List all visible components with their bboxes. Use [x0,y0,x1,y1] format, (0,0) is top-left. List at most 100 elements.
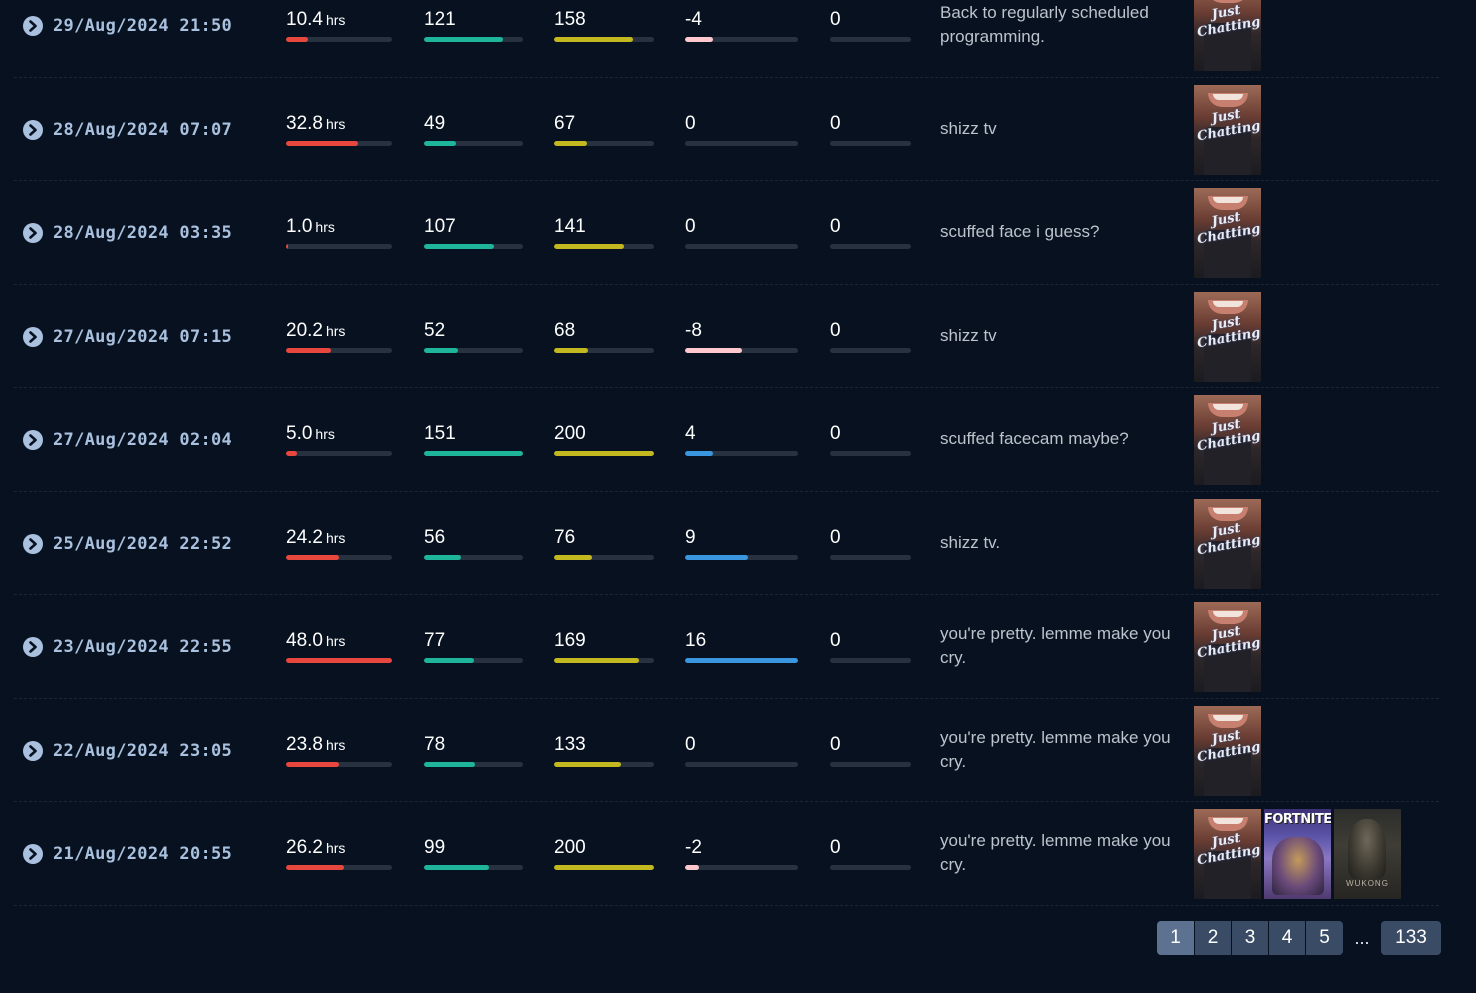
stream-row: 27/Aug/2024 07:15 20.2 hrs 52 68 -8 0 shizz tv J… [14,285,1439,388]
stream-row: 22/Aug/2024 23:05 23.8 hrs 78 133 0 0 you're pr… [14,699,1439,802]
hours-watched-bar-track [286,244,392,249]
average-viewers-number: 52 [424,319,446,341]
hours-watched-bar-track [286,554,392,560]
expand-row-icon[interactable] [23,740,43,761]
thumb-teeth [1213,300,1243,307]
follower-change-value: 0 [685,113,798,135]
peak-viewers: 158 [554,9,654,42]
thumb-teeth [1213,507,1243,514]
average-viewers: 77 [424,630,523,663]
average-viewers: 56 [424,527,523,560]
game-thumbnails: Just Chatting [1194,602,1261,692]
black-myth-wukong-thumbnail[interactable]: WUKONG [1334,809,1401,899]
stream-row: 23/Aug/2024 22:55 48.0 hrs 77 169 16 0 you're p… [14,595,1439,699]
thumb-mug [1204,333,1251,382]
just-chatting-thumbnail[interactable]: Just Chatting [1194,188,1261,278]
average-viewers-bar-fill [424,244,495,249]
expand-row-icon[interactable] [23,223,43,243]
stream-date[interactable]: 27/Aug/2024 07:15 [53,326,233,347]
hours-watched-unit: hrs [325,12,346,28]
hours-watched: 48.0 hrs [286,630,392,663]
stream-title: you're pretty. lemme make you cry. [940,624,1171,668]
hours-watched-unit: hrs [325,633,346,649]
follower-change-bar-fill [685,347,742,353]
average-viewers: 78 [424,734,523,767]
hours-watched-bar-fill [286,761,339,767]
just-chatting-thumbnail[interactable]: Just Chatting [1194,291,1261,382]
peak-viewers-bar-track [554,554,654,560]
stream-date[interactable]: 22/Aug/2024 23:05 [53,740,233,761]
average-viewers-bar-fill [424,347,458,353]
subs-change-value: 0 [830,837,911,859]
peak-viewers: 169 [554,630,654,663]
follower-change-bar-fill [685,865,699,870]
page-button-last[interactable]: 133 [1381,921,1441,955]
stream-date[interactable]: 25/Aug/2024 22:52 [53,533,233,554]
average-viewers-value: 49 [424,113,523,135]
follower-change-value: -4 [685,9,798,31]
peak-viewers-bar-fill [554,865,654,870]
average-viewers: 151 [424,423,523,456]
hours-watched-bar-fill [286,865,345,870]
just-chatting-thumbnail[interactable]: Just Chatting [1194,0,1261,71]
subs-change-value: 0 [830,216,911,238]
page-button-4[interactable]: 4 [1269,921,1306,955]
just-chatting-thumbnail[interactable]: Just Chatting [1194,809,1261,899]
stream-date[interactable]: 28/Aug/2024 07:07 [53,119,233,140]
expand-row-icon[interactable] [23,119,43,140]
hours-watched-unit: hrs [315,426,335,442]
average-viewers-value: 78 [424,734,523,756]
stream-date[interactable]: 29/Aug/2024 21:50 [53,16,233,36]
expand-row-icon[interactable] [23,533,43,554]
just-chatting-thumbnail[interactable]: Just Chatting [1194,395,1261,485]
hours-watched-unit: hrs [325,115,346,132]
thumb-mug [1204,644,1251,692]
expand-row-icon[interactable] [23,326,43,347]
thumb-figure [1348,819,1386,879]
expand-row-icon[interactable] [23,16,43,36]
stream-date[interactable]: 27/Aug/2024 02:04 [53,430,233,450]
average-viewers-number: 99 [424,837,446,858]
peak-viewers-number: 200 [554,423,586,444]
average-viewers: 52 [424,320,523,353]
game-thumbnails: Just Chatting [1194,705,1261,796]
expand-row-icon[interactable] [23,844,43,864]
hours-watched-value: 5.0 hrs [286,423,392,445]
thumb-figures [1272,837,1324,895]
average-viewers-value: 56 [424,527,523,549]
hours-watched-bar-track [286,658,392,663]
average-viewers-value: 107 [424,216,523,238]
follower-change: 4 [685,423,798,456]
follower-change-bar-fill [685,37,714,42]
just-chatting-thumbnail[interactable]: Just Chatting [1194,602,1261,692]
hours-watched-bar-track [286,347,392,353]
average-viewers-bar-track [424,347,523,353]
stream-title: shizz tv [940,118,997,138]
hours-watched-number: 32.8 [286,112,323,134]
stream-date[interactable]: 28/Aug/2024 03:35 [53,223,233,243]
subs-change: 0 [830,9,911,42]
hours-watched-number: 10.4 [286,9,323,30]
page-button-1[interactable]: 1 [1157,921,1195,955]
fortnite-thumbnail[interactable]: FORTNITE [1264,809,1331,899]
expand-row-icon[interactable] [23,637,43,657]
average-viewers-bar-track [424,554,523,560]
expand-row-icon[interactable] [23,430,43,450]
page-button-3[interactable]: 3 [1232,921,1269,955]
just-chatting-thumbnail[interactable]: Just Chatting [1194,498,1261,589]
subs-change: 0 [830,113,911,146]
follower-change: -4 [685,9,798,42]
just-chatting-thumbnail[interactable]: Just Chatting [1194,705,1261,796]
peak-viewers-bar-track [554,761,654,767]
subs-change: 0 [830,837,911,870]
game-thumbnails: Just Chatting [1194,498,1261,589]
follower-change-value: 0 [685,734,798,756]
stream-date[interactable]: 23/Aug/2024 22:55 [53,637,233,657]
page-button-5[interactable]: 5 [1306,921,1343,955]
hours-watched: 5.0 hrs [286,423,392,456]
hours-watched: 1.0 hrs [286,216,392,249]
just-chatting-thumbnail[interactable]: Just Chatting [1194,84,1261,175]
page-button-2[interactable]: 2 [1195,921,1232,955]
stream-date[interactable]: 21/Aug/2024 20:55 [53,844,233,864]
stream-row: 28/Aug/2024 07:07 32.8 hrs 49 67 0 0 shizz tv Ju… [14,78,1439,181]
